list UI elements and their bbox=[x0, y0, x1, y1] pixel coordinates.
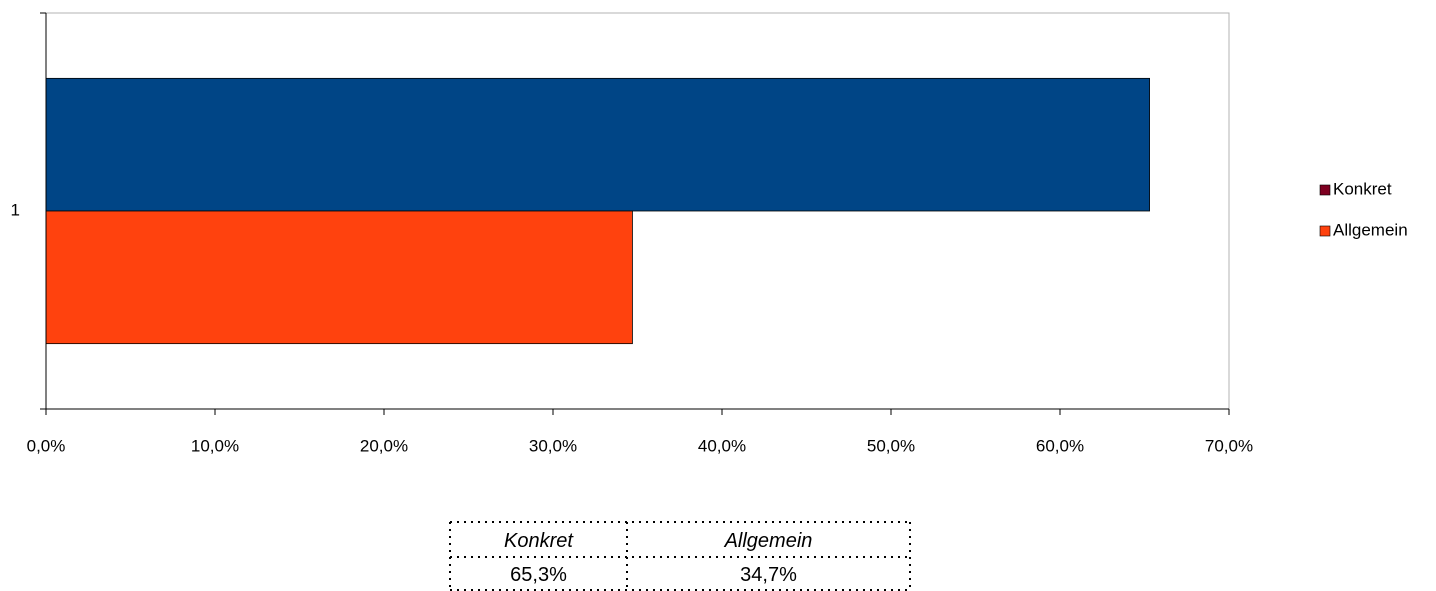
legend-label: Konkret bbox=[1333, 179, 1392, 198]
x-tick-label: 60,0% bbox=[1036, 436, 1084, 455]
legend-swatch bbox=[1319, 225, 1331, 237]
x-tick-label: 40,0% bbox=[698, 436, 746, 455]
x-tick-label: 20,0% bbox=[360, 436, 408, 455]
bar bbox=[45, 77, 1150, 212]
legend-label: Allgemein bbox=[1333, 220, 1408, 239]
table-header: Konkret bbox=[504, 530, 574, 552]
legend-swatch bbox=[1319, 184, 1331, 196]
x-tick-label: 30,0% bbox=[529, 436, 577, 455]
x-tick-label: 0,0% bbox=[27, 436, 66, 455]
x-tick-label: 70,0% bbox=[1205, 436, 1253, 455]
y-tick-label: 1 bbox=[11, 200, 20, 219]
x-tick-label: 50,0% bbox=[867, 436, 915, 455]
table-header: Allgemein bbox=[724, 530, 813, 552]
bar bbox=[45, 210, 633, 345]
table-value: 65,3% bbox=[510, 564, 567, 586]
x-tick-label: 10,0% bbox=[191, 436, 239, 455]
table-value: 34,7% bbox=[740, 564, 797, 586]
